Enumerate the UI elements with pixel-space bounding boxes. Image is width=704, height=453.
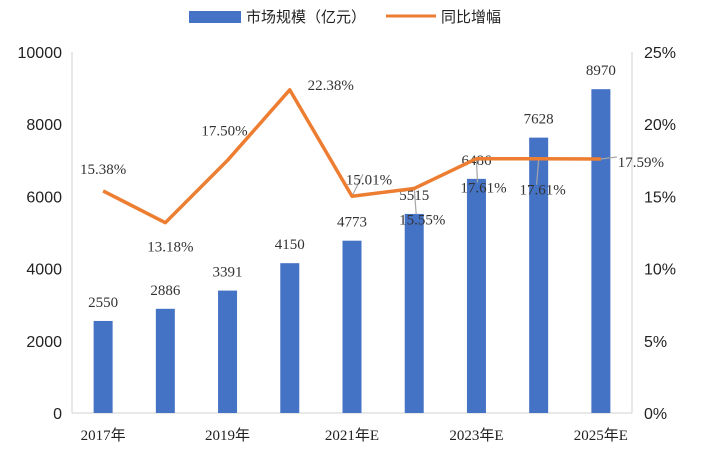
bar-value-label: 2886 <box>150 283 181 299</box>
bar-series <box>93 89 611 414</box>
line-series <box>102 88 601 225</box>
growth-value-label: 15.55% <box>399 212 445 228</box>
left-tick-label: 4000 <box>26 262 62 279</box>
x-axis-tick-labels: 2017年 2019年 2021年E 2023年E 2025年E <box>81 427 628 444</box>
right-tick-label: 15% <box>644 189 676 206</box>
left-axis-tick-labels: 0 2000 4000 6000 8000 10000 <box>18 45 63 423</box>
leader-line <box>413 188 417 215</box>
right-axis-tick-labels: 0% 5% 10% 15% 20% 25% <box>644 45 676 423</box>
x-tick-label: 2019年 <box>205 427 250 444</box>
leader-line <box>536 158 540 185</box>
bar-3 <box>280 263 300 413</box>
left-tick-label: 6000 <box>26 189 62 206</box>
right-tick-label: 5% <box>644 334 667 351</box>
growth-value-label: 22.38% <box>308 78 354 94</box>
line-data-labels: 15.38% 13.18% 17.50% 22.38% 15.01% 15.55% 17.6… <box>80 78 664 256</box>
leader-line <box>475 158 479 183</box>
left-tick-label: 8000 <box>26 117 62 134</box>
bar-value-label: 3391 <box>213 265 243 281</box>
bar-value-label: 8970 <box>586 63 616 79</box>
leader-line <box>600 156 617 160</box>
growth-value-label: 15.01% <box>346 172 392 188</box>
bar-value-label: 2550 <box>88 295 118 311</box>
legend-label-market-size: 市场规模（亿元） <box>246 8 366 26</box>
right-tick-label: 20% <box>644 117 676 134</box>
bar-8 <box>591 89 611 414</box>
x-tick-label: 2017年 <box>81 427 126 444</box>
bar-4 <box>342 240 362 413</box>
bar-1 <box>155 308 175 413</box>
left-tick-label: 10000 <box>18 45 63 62</box>
bar-value-label: 4773 <box>337 215 367 231</box>
leader-lines <box>351 156 617 215</box>
growth-line <box>102 88 601 225</box>
right-tick-label: 0% <box>644 406 667 423</box>
left-tick-label: 2000 <box>26 334 62 351</box>
bar-2 <box>218 290 238 413</box>
growth-value-label: 17.59% <box>618 155 664 171</box>
growth-value-label: 15.38% <box>80 162 126 178</box>
right-tick-label: 25% <box>644 45 676 62</box>
bar-value-label: 7628 <box>524 112 554 128</box>
bar-data-labels: 255028863391415047735515648676288970 <box>88 63 616 311</box>
bar-7 <box>529 137 549 413</box>
x-tick-label: 2021年E <box>325 427 379 444</box>
bar-value-label: 4150 <box>275 237 305 253</box>
x-tick-label: 2025年E <box>574 427 628 444</box>
legend: 市场规模（亿元） 同比增幅 <box>189 8 501 26</box>
growth-value-label: 17.50% <box>201 123 247 139</box>
growth-value-label: 17.61% <box>460 181 506 197</box>
growth-value-label: 17.61% <box>520 183 566 199</box>
right-tick-label: 10% <box>644 262 676 279</box>
leader-line <box>351 173 364 197</box>
x-tick-label: 2023年E <box>449 427 503 444</box>
legend-swatch-market-size <box>189 11 241 23</box>
legend-label-growth: 同比增幅 <box>441 8 501 26</box>
bar-5 <box>404 213 424 413</box>
bar-6 <box>466 178 486 413</box>
bar-0 <box>93 320 113 413</box>
growth-value-label: 13.18% <box>147 240 193 256</box>
left-tick-label: 0 <box>53 406 62 423</box>
